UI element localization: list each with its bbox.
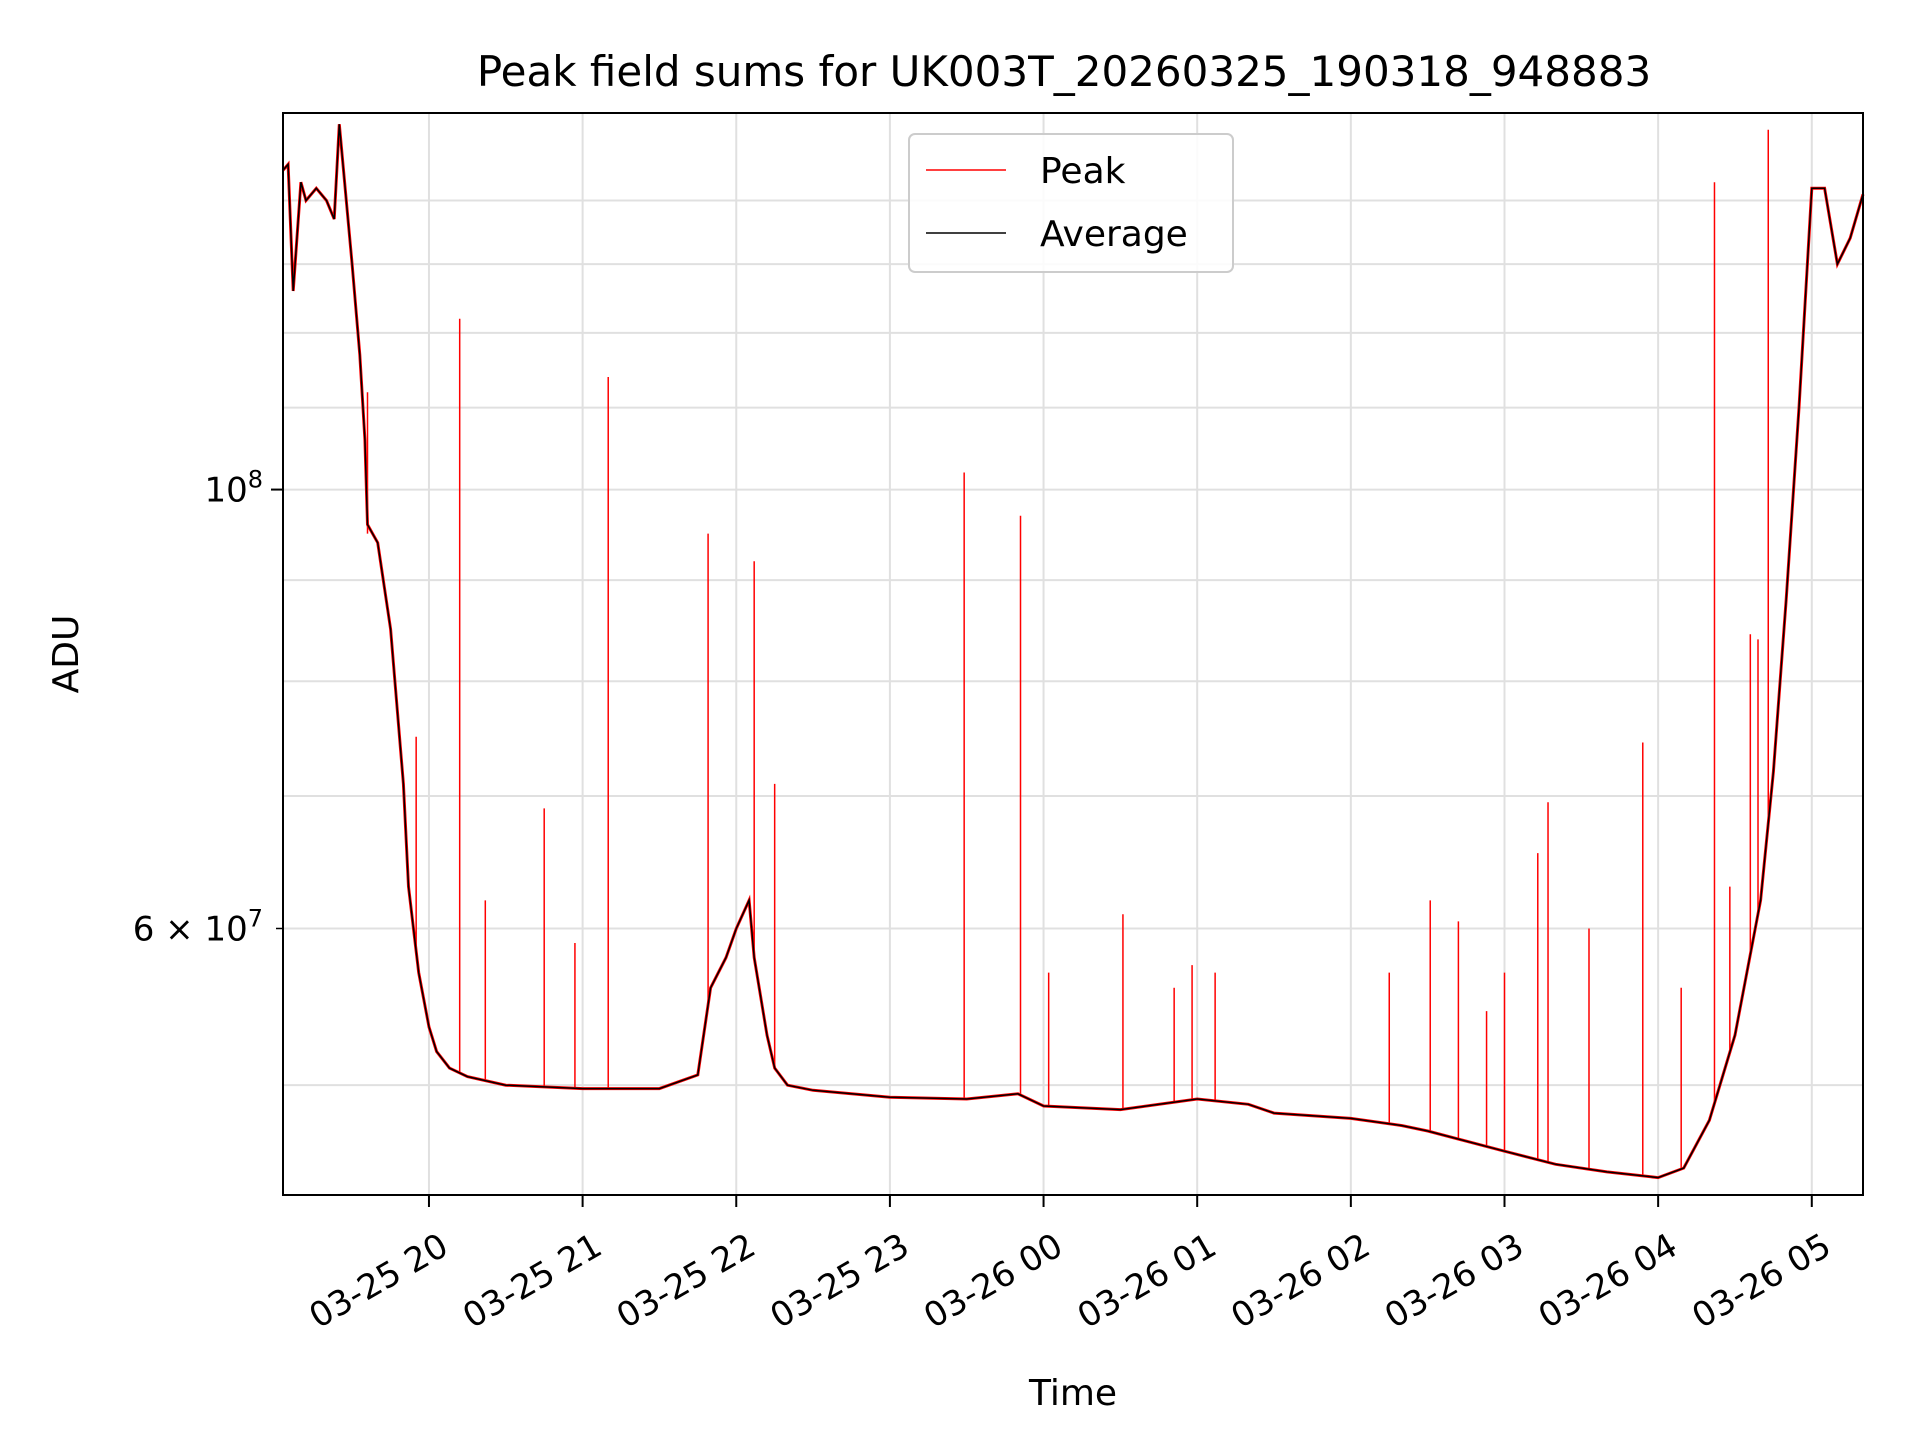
x-tick-label: 03-25 23 [764,1226,916,1337]
y-axis-label: ADU [46,615,87,694]
x-axis: 03-25 20 03-25 21 03-25 22 03-25 23 03-26 00… [303,1195,1838,1337]
x-tick-label: 03-25 21 [456,1226,608,1337]
x-tick-label: 03-26 04 [1532,1226,1684,1337]
x-tick-label: 03-26 00 [917,1226,1069,1337]
x-tick-label: 03-26 05 [1685,1226,1837,1337]
y-axis: 108 6 × 107 [133,466,283,949]
plot-area [281,124,1865,1180]
y-tick-label: 108 [204,466,263,511]
legend-label-peak: Peak [1040,151,1126,192]
chart-title: Peak field sums for UK003T_20260325_1903… [477,47,1651,96]
y-tick-label: 6 × 107 [133,904,263,949]
x-tick-label: 03-25 20 [303,1226,455,1337]
x-tick-label: 03-25 22 [610,1226,762,1337]
x-tick-label: 03-26 02 [1225,1226,1377,1337]
average-series-line [282,124,1864,1179]
plot-frame [282,112,1864,1196]
x-tick-label: 03-26 01 [1071,1226,1223,1337]
legend: Peak Average [908,133,1234,273]
x-axis-label: Time [1028,1373,1117,1414]
x-tick-label: 03-26 03 [1378,1226,1530,1337]
grid [283,113,1863,1195]
peak-series-baseline [281,124,1865,1180]
legend-label-average: Average [1040,214,1188,255]
legend-box [908,133,1234,273]
